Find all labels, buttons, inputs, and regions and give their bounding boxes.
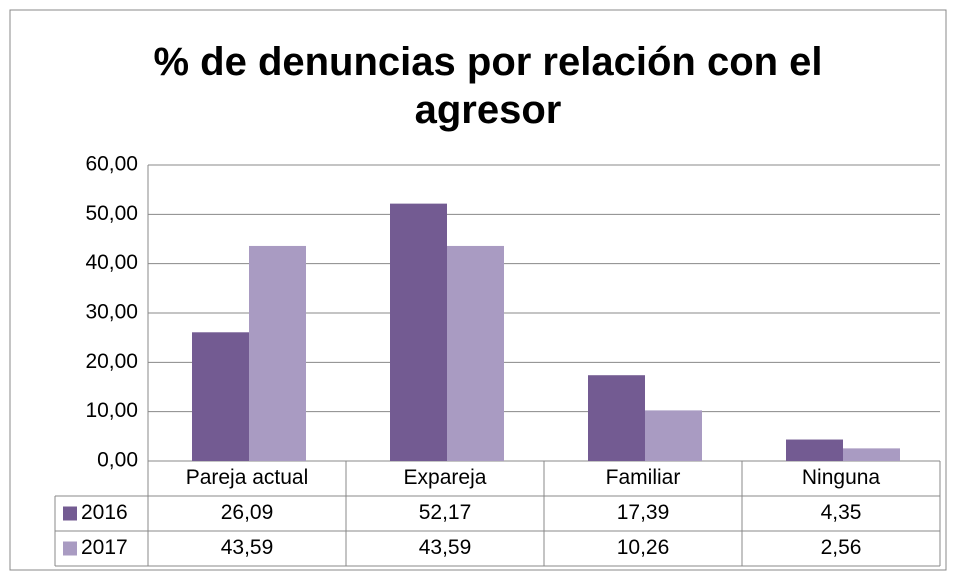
y-tick-label: 0,00: [97, 449, 138, 472]
legend-label: 2017: [81, 536, 128, 559]
bar: [390, 203, 447, 462]
y-tick-label: 10,00: [85, 399, 138, 422]
chart-title: % de denuncias por relación con el agres…: [153, 40, 823, 132]
table-value: 17,39: [617, 501, 670, 524]
y-tick-label: 60,00: [85, 153, 138, 176]
x-tick-label: Expareja: [404, 466, 487, 489]
table-value: 43,59: [419, 536, 472, 559]
table-value: 2,56: [821, 536, 862, 559]
bar: [786, 439, 843, 461]
bar: [192, 332, 249, 461]
y-tick-label: 20,00: [85, 350, 138, 373]
legend-label: 2016: [81, 501, 128, 524]
chart-border: [9, 9, 947, 571]
bar: [843, 448, 900, 461]
table-value: 26,09: [221, 501, 274, 524]
y-tick-label: 30,00: [85, 301, 138, 324]
y-tick-label: 40,00: [85, 251, 138, 274]
x-tick-label: Pareja actual: [186, 466, 309, 489]
table-value: 4,35: [821, 501, 862, 524]
table-value: 43,59: [221, 536, 274, 559]
x-tick-label: Ninguna: [802, 466, 881, 489]
legend-swatch: [63, 541, 77, 556]
bar: [645, 410, 702, 461]
y-tick-label: 50,00: [85, 202, 138, 225]
bar: [588, 375, 645, 461]
bar: [249, 245, 306, 461]
bar: [447, 245, 504, 461]
table-value: 10,26: [617, 536, 670, 559]
table-value: 52,17: [419, 501, 472, 524]
x-tick-label: Familiar: [606, 466, 681, 489]
legend-swatch: [63, 506, 77, 521]
